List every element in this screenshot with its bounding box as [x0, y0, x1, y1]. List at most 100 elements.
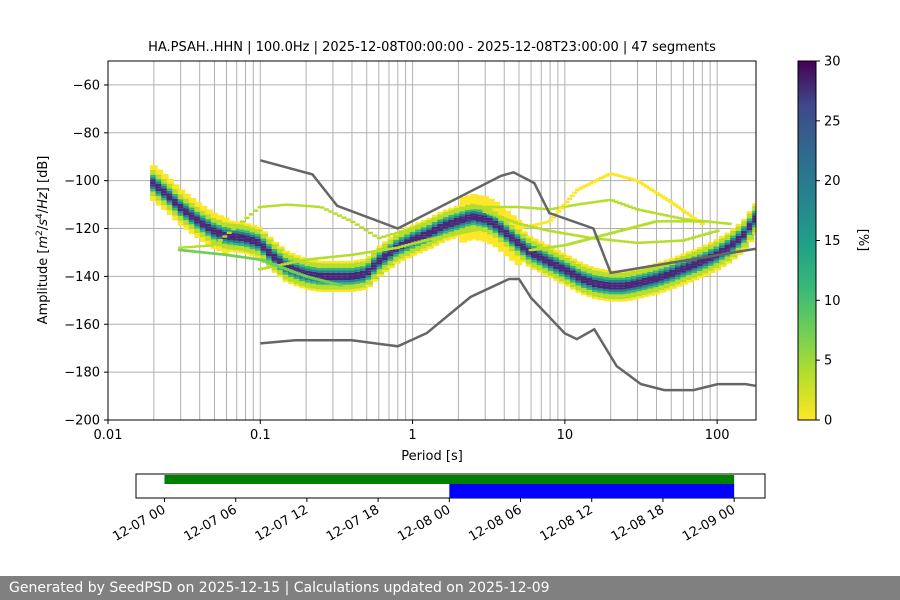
ppsd-cell — [540, 221, 546, 225]
ppsd-cell — [199, 222, 208, 226]
ppsd-cell — [464, 209, 473, 213]
ppsd-cell — [647, 269, 655, 272]
ppsd-cell — [464, 233, 473, 236]
ppsd-cell — [319, 206, 325, 209]
ppsd-cell — [161, 178, 169, 182]
ppsd-cell — [371, 269, 379, 272]
ppsd-cell — [195, 245, 201, 248]
ppsd-cell — [161, 205, 169, 208]
ppsd-cell — [442, 216, 451, 220]
ppsd-cell — [531, 265, 539, 268]
y-axis: −60−80−100−120−140−160−180−200 — [64, 78, 108, 429]
ppsd-cell — [674, 239, 680, 243]
ppsd-cell — [450, 233, 456, 236]
ppsd-cell — [398, 249, 407, 252]
ppsd-cell — [514, 250, 523, 254]
ppsd-cell — [182, 246, 188, 249]
ppsd-cell — [266, 253, 274, 256]
ppsd-cell — [654, 192, 660, 195]
ppsd-cell — [249, 232, 258, 235]
ppsd-cell — [393, 235, 401, 238]
ppsd-cell — [442, 223, 451, 227]
ppsd-cell — [382, 267, 390, 270]
ppsd-cell — [354, 269, 362, 272]
ppsd-cell — [161, 207, 169, 210]
data-available-bar — [164, 475, 735, 484]
ppsd-cell — [559, 206, 565, 210]
ppsd-cell — [194, 218, 202, 222]
ppsd-cell — [266, 241, 274, 245]
ppsd-cell — [699, 222, 705, 225]
ppsd-cell — [564, 260, 572, 263]
ppsd-cell — [460, 207, 466, 211]
ppsd-cell — [277, 248, 285, 252]
ppsd-cell — [586, 270, 595, 274]
ppsd-cell — [437, 216, 445, 220]
ppsd-cell — [292, 203, 298, 207]
ppsd-cell — [177, 194, 186, 197]
ppsd-cell — [205, 209, 213, 212]
ppsd-cell — [520, 245, 528, 249]
ppsd-cell — [205, 243, 213, 246]
ppsd-cell — [448, 222, 456, 225]
ppsd-cell — [255, 231, 263, 235]
ppsd-cell — [459, 199, 467, 202]
ppsd-cell — [708, 246, 716, 250]
ppsd-cell — [177, 206, 186, 209]
ppsd-cell — [315, 267, 324, 271]
ppsd-cell — [592, 296, 600, 300]
ppsd-cell — [199, 237, 208, 240]
ppsd-cell — [547, 275, 556, 279]
ppsd-cell — [345, 218, 351, 221]
ppsd-cell — [670, 239, 676, 243]
ppsd-cell — [498, 246, 506, 250]
ppsd-cell — [266, 255, 274, 259]
ppsd-cell — [592, 267, 600, 271]
ppsd-cell — [172, 186, 180, 190]
ppsd-cell — [398, 234, 407, 238]
ppsd-cell — [415, 246, 423, 249]
ppsd-cell — [271, 270, 280, 273]
ppsd-cell — [336, 255, 342, 258]
ppsd-cell — [509, 251, 517, 254]
ppsd-cell — [498, 213, 506, 216]
ppsd-cell — [520, 240, 528, 244]
ppsd-cell — [348, 279, 357, 283]
ppsd-cell — [221, 222, 230, 225]
ppsd-cell — [277, 246, 285, 249]
y-tick-label: −100 — [64, 174, 100, 189]
ppsd-cell — [155, 186, 164, 189]
ppsd-cell — [210, 220, 219, 223]
ppsd-cell — [652, 211, 658, 215]
ppsd-cell — [348, 272, 357, 276]
ppsd-cell — [581, 202, 587, 205]
ppsd-cell — [644, 241, 650, 244]
ppsd-cell — [546, 229, 552, 232]
ppsd-cell — [437, 211, 445, 215]
ppsd-cell — [342, 254, 348, 257]
ppsd-cell — [371, 276, 379, 280]
ppsd-cell — [487, 222, 495, 226]
ppsd-cell — [155, 188, 164, 192]
ppsd-cell — [442, 219, 451, 222]
ppsd-cell — [481, 213, 490, 216]
ppsd-cell — [172, 193, 180, 197]
ppsd-cell — [536, 250, 545, 254]
ppsd-cell — [348, 275, 357, 278]
ppsd-cell — [569, 272, 578, 276]
ppsd-cell — [360, 258, 368, 262]
ppsd-cell — [573, 234, 579, 237]
ppsd-cell — [293, 269, 302, 272]
ppsd-cell — [592, 270, 600, 273]
ppsd-cell — [528, 206, 534, 210]
ppsd-cell — [476, 231, 484, 234]
ppsd-cell — [210, 217, 219, 221]
ppsd-cell — [332, 287, 340, 290]
ppsd-cell — [669, 281, 677, 285]
ppsd-cell — [730, 237, 738, 241]
ppsd-cell — [205, 221, 213, 224]
time-axis: 12-07 00 12-07 06 12-07 12 12-07 18 12-08 00… — [110, 498, 738, 545]
ppsd-cell — [398, 241, 407, 245]
ppsd-cell — [431, 243, 440, 246]
ppsd-cell — [194, 233, 202, 236]
